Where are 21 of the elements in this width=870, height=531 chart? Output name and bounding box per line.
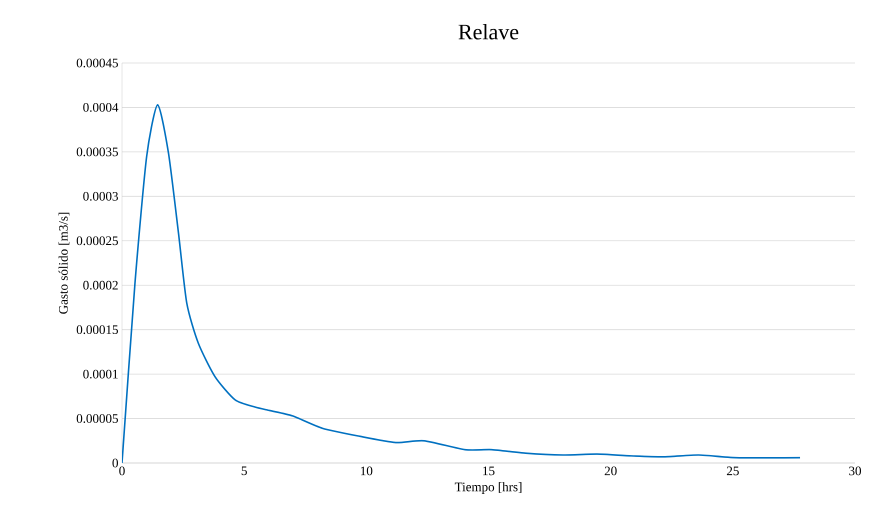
y-tick-label: 0.0001 — [83, 370, 118, 379]
y-tick-label: 0.0004 — [83, 103, 118, 112]
x-tick-label: 0 — [119, 466, 125, 476]
y-tick-label: 0.00015 — [76, 325, 118, 334]
x-tick-label: 20 — [604, 466, 617, 476]
x-tick-label: 15 — [483, 466, 494, 476]
line-series — [122, 104, 801, 463]
x-tick-label: 10 — [360, 466, 372, 476]
y-tick-label: 0.00025 — [76, 236, 118, 246]
y-tick-label: 0.00005 — [76, 414, 118, 423]
y-tick-label: 0.0003 — [83, 192, 118, 201]
x-tick-label: 5 — [242, 466, 247, 476]
y-tick-label: 0.00035 — [76, 147, 118, 156]
y-tick-label: 0.00045 — [76, 58, 118, 68]
y-tick-label: 0.0002 — [83, 280, 118, 290]
y-axis-title: Gasto sólido [m3/s] — [58, 212, 70, 314]
x-tick-label: 30 — [849, 466, 862, 476]
y-tick-label: 0 — [112, 458, 118, 468]
chart-title: Relave — [458, 24, 518, 40]
x-axis-title: Tiempo [hrs] — [454, 482, 522, 494]
x-tick-label: 25 — [726, 466, 739, 476]
